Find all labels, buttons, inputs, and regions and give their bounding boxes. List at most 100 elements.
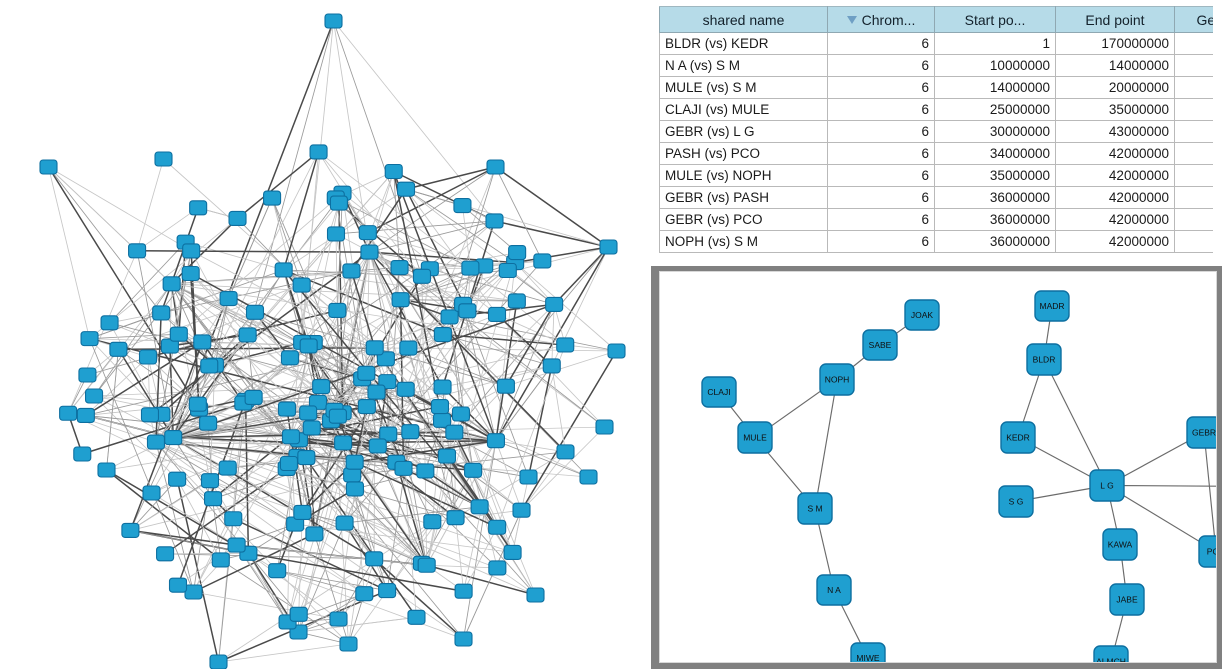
main-network-edge[interactable] [308,345,367,374]
main-network-node[interactable] [446,510,465,526]
main-network-edge[interactable] [344,462,397,524]
main-network-edge[interactable] [106,349,119,471]
main-network-edge[interactable] [85,347,375,416]
main-network-edge[interactable] [333,20,370,253]
main-network-edge[interactable] [396,304,555,463]
main-network-node[interactable] [503,544,522,561]
main-network-node[interactable] [227,537,246,553]
table-row[interactable]: GEBR (vs) L G6300000004300000016.9 [659,120,1213,143]
main-network-node[interactable] [396,381,415,397]
table-cell-end[interactable]: 42000000 [1055,230,1175,253]
main-network-node[interactable] [512,502,531,518]
main-network-edge[interactable] [248,552,464,592]
main-network-edge[interactable] [551,304,555,366]
main-network-edge[interactable] [155,441,427,566]
main-network-node[interactable] [384,163,403,180]
main-network-node[interactable] [59,405,78,421]
main-network-edge[interactable] [248,553,339,620]
main-network-node[interactable] [326,226,346,242]
table-cell-genetic[interactable]: 16.9 [1174,120,1213,143]
main-network-node[interactable] [245,304,265,320]
table-cell-start[interactable]: 25000000 [934,98,1056,121]
main-network-node[interactable] [128,243,147,259]
main-network-edge[interactable] [286,468,356,490]
table-cell-start[interactable]: 36000000 [934,186,1056,209]
main-network-edge[interactable] [462,304,497,441]
main-network-node[interactable] [182,243,201,259]
main-network-edge[interactable] [220,559,349,645]
main-network-node[interactable] [433,379,452,395]
main-network-node[interactable] [498,262,517,279]
main-network-edge[interactable] [387,270,509,435]
main-network-edge[interactable] [117,348,174,438]
main-network-edge[interactable] [172,436,375,560]
main-network-edge[interactable] [228,298,291,359]
main-network-edge[interactable] [405,188,469,312]
subnetwork-node[interactable]: MULE [737,421,773,454]
main-network-edge[interactable] [408,347,507,387]
table-cell-end[interactable]: 42000000 [1055,142,1175,165]
main-network-node[interactable] [607,343,626,359]
main-network-edge[interactable] [155,441,355,463]
main-network-node[interactable] [181,265,200,282]
main-network-edge[interactable] [301,457,307,513]
table-row[interactable]: MULE (vs) NOPH6350000004200000010.5 [659,164,1213,187]
main-network-edge[interactable] [463,440,497,640]
main-network-edge[interactable] [85,341,203,417]
subnetwork-node[interactable]: ALMCH [1093,645,1129,662]
main-network-edge[interactable] [147,356,151,415]
main-network-edge[interactable] [335,233,338,311]
main-network-graph[interactable] [0,0,645,669]
main-network-node[interactable] [324,13,343,29]
table-cell-end[interactable]: 35000000 [1055,98,1175,121]
main-network-edge[interactable] [202,341,322,387]
table-cell-shared_name[interactable]: MULE (vs) NOPH [659,164,828,187]
table-row[interactable]: GEBR (vs) PASH636000000420000008.9 [659,186,1213,209]
main-network-edge[interactable] [93,395,174,438]
table-cell-end[interactable]: 14000000 [1055,54,1175,77]
table-cell-chrom[interactable]: 6 [827,32,935,55]
main-network-node[interactable] [279,455,298,472]
main-network-edge[interactable] [392,171,443,421]
table-row[interactable]: N A (vs) S M610000000140000006.6 [659,54,1213,77]
main-network-node[interactable] [496,378,515,394]
main-network-node[interactable] [542,358,561,374]
subnetwork-edge[interactable] [1106,485,1216,552]
main-network-edge[interactable] [218,521,433,663]
main-network-edge[interactable] [520,350,618,511]
main-network-edge[interactable] [271,197,303,286]
table-cell-end[interactable]: 20000000 [1055,76,1175,99]
main-network-edge[interactable] [193,342,315,593]
main-network-node[interactable] [599,239,618,255]
main-network-node[interactable] [453,198,472,214]
subnetwork-canvas[interactable]: JOAK SABE NOPH CLAJI MULE S M N A MIWE MADR BLDR K… [659,271,1217,663]
column-header-genetic[interactable]: Genetic... [1174,6,1213,33]
table-cell-shared_name[interactable]: PASH (vs) PCO [659,142,828,165]
table-cell-chrom[interactable]: 6 [827,230,935,253]
main-network-node[interactable] [367,384,386,400]
subnetwork-node[interactable]: JOAK [904,299,940,331]
main-network-node[interactable] [109,341,128,357]
main-network-edge[interactable] [282,151,320,271]
main-network-edge[interactable] [318,151,471,269]
main-network-node[interactable] [355,586,374,602]
main-network-edge[interactable] [399,267,605,428]
main-network-edge[interactable] [400,298,498,316]
main-network-node[interactable] [312,379,331,395]
main-network-edge[interactable] [521,426,605,511]
main-network-edge[interactable] [366,406,497,442]
main-network-edge[interactable] [462,205,518,253]
main-network-edge[interactable] [247,20,334,336]
main-network-edge[interactable] [495,440,566,453]
main-network-node[interactable] [334,435,353,451]
main-network-edge[interactable] [386,381,389,435]
main-network-edge[interactable] [333,20,423,277]
main-network-edge[interactable] [254,311,291,359]
main-network-edge[interactable] [136,207,199,252]
table-cell-genetic[interactable]: 10.5 [1174,164,1213,187]
main-network-node[interactable] [289,606,308,622]
main-network-edge[interactable] [344,506,480,524]
main-network-node[interactable] [200,358,219,374]
main-network-edge[interactable] [93,273,192,397]
main-network-edge[interactable] [369,251,471,269]
